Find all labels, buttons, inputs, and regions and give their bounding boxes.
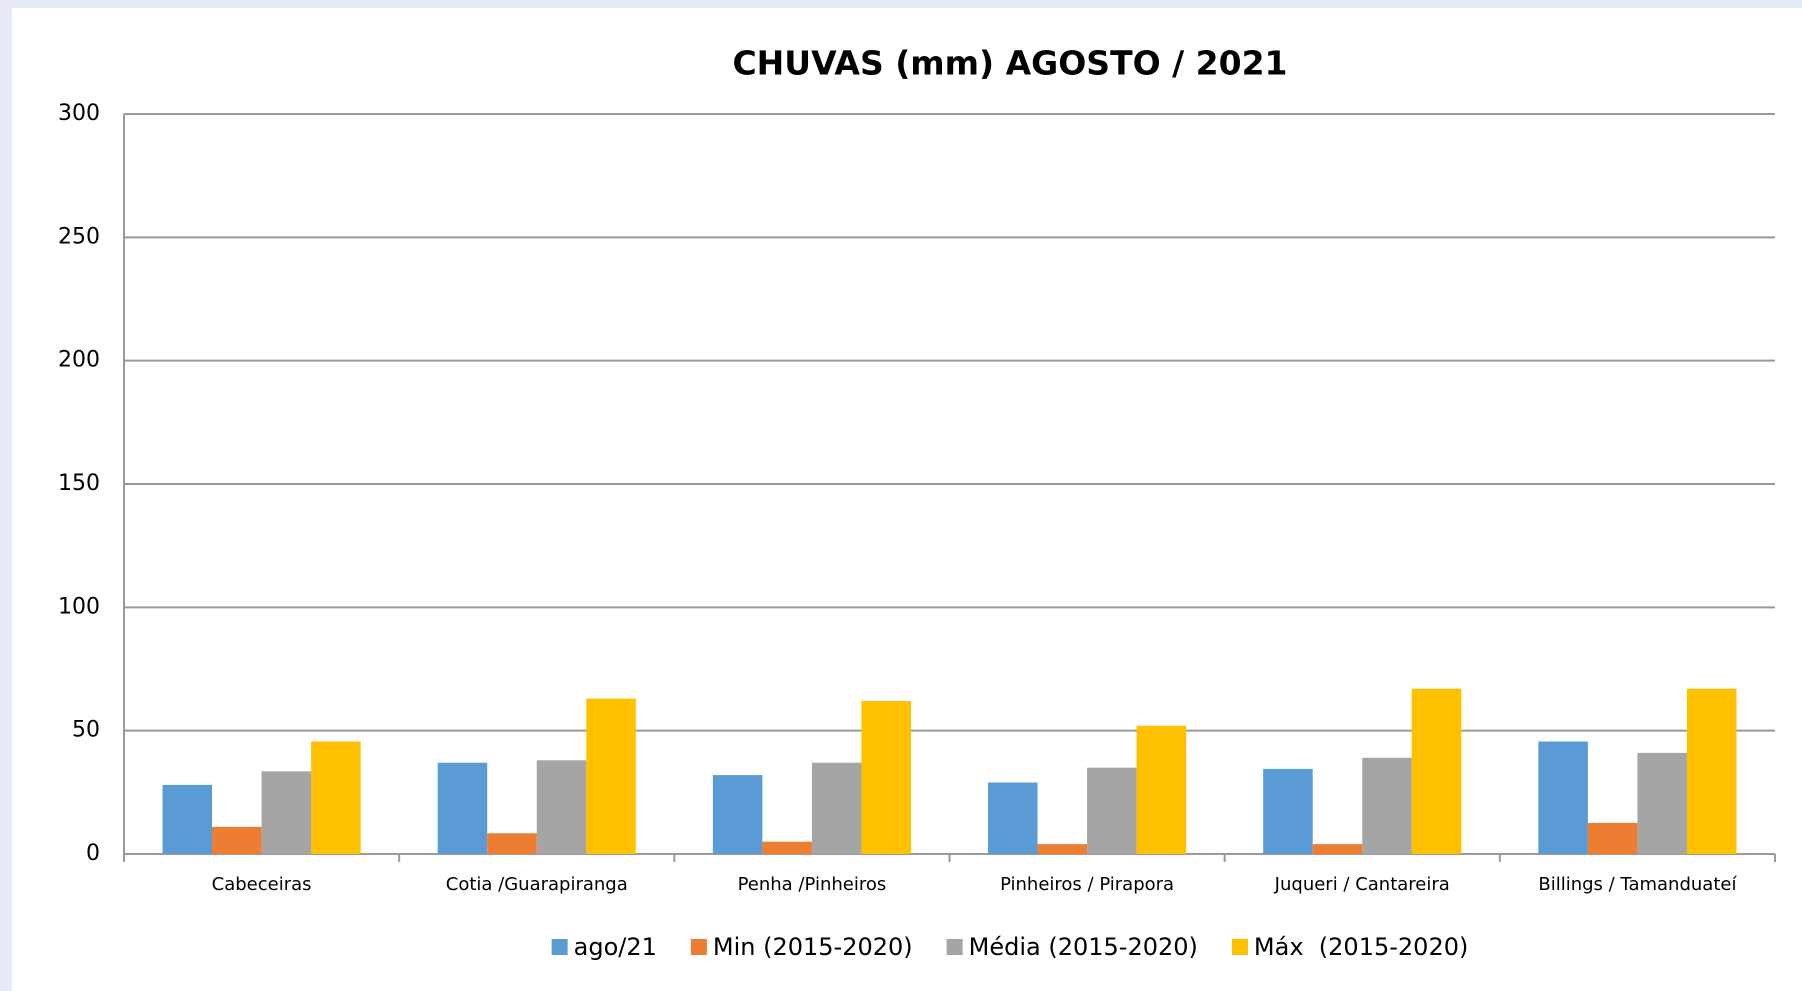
bar — [212, 826, 262, 854]
x-tick-label: Cabeceiras — [212, 874, 312, 895]
legend-label: Máx (2015-2020) — [1254, 933, 1468, 961]
legend-label: Média (2015-2020) — [969, 933, 1198, 961]
bar — [861, 701, 911, 854]
x-tick-label: Penha /Pinheiros — [738, 874, 887, 895]
bar — [1312, 844, 1363, 854]
y-tick-label: 100 — [58, 594, 100, 619]
legend-label: Min (2015-2020) — [713, 933, 913, 961]
y-tick-label: 250 — [58, 224, 100, 249]
bar — [1136, 725, 1187, 854]
bar — [1587, 822, 1638, 854]
y-tick-label: 50 — [72, 718, 100, 743]
bar — [1263, 768, 1313, 854]
x-tick-label: Juqueri / Cantareira — [1274, 874, 1450, 895]
bar — [988, 782, 1038, 854]
y-tick-label: 0 — [86, 841, 100, 866]
y-tick-label: 150 — [58, 471, 100, 496]
bar — [762, 841, 812, 854]
legend-swatch — [551, 939, 568, 955]
x-tick-label: Cotia /Guarapiranga — [446, 874, 628, 895]
bar — [437, 762, 488, 854]
bar — [1411, 688, 1462, 854]
bar — [1538, 741, 1588, 854]
bar — [1362, 757, 1412, 854]
bar — [712, 775, 763, 854]
legend-swatch — [946, 939, 963, 955]
bar — [1037, 844, 1088, 854]
x-tick-label: Pinheiros / Pirapora — [1000, 874, 1174, 895]
x-tick-label: Billings / Tamanduateí — [1538, 874, 1737, 895]
bar — [261, 771, 312, 854]
chart-title: CHUVAS (mm) AGOSTO / 2021 — [732, 44, 1287, 83]
y-tick-label: 300 — [58, 101, 100, 126]
legend-swatch — [690, 939, 707, 955]
bar — [487, 833, 537, 854]
legend-swatch — [1231, 939, 1248, 955]
bar — [1087, 767, 1137, 854]
bar — [1637, 752, 1687, 854]
bar — [311, 741, 361, 854]
y-tick-label: 200 — [58, 348, 100, 373]
bar — [536, 760, 587, 854]
legend-label: ago/21 — [574, 933, 657, 961]
bar — [162, 784, 213, 854]
bar — [811, 762, 862, 854]
bar — [1686, 688, 1737, 854]
bar — [586, 698, 636, 854]
